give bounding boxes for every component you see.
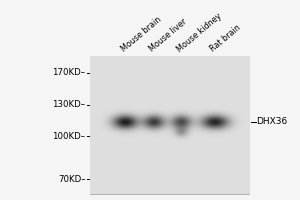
Text: 100KD–: 100KD– [52, 132, 86, 141]
Bar [90, 56, 249, 194]
Text: Mouse liver: Mouse liver [148, 17, 189, 54]
Text: DHX36: DHX36 [256, 117, 288, 126]
Text: Rat brain: Rat brain [208, 23, 242, 54]
Text: 130KD–: 130KD– [52, 100, 86, 109]
Text: 170KD–: 170KD– [52, 68, 86, 77]
Text: Mouse kidney: Mouse kidney [175, 12, 223, 54]
Text: 70KD–: 70KD– [58, 175, 85, 184]
Text: Mouse brain: Mouse brain [119, 15, 163, 54]
